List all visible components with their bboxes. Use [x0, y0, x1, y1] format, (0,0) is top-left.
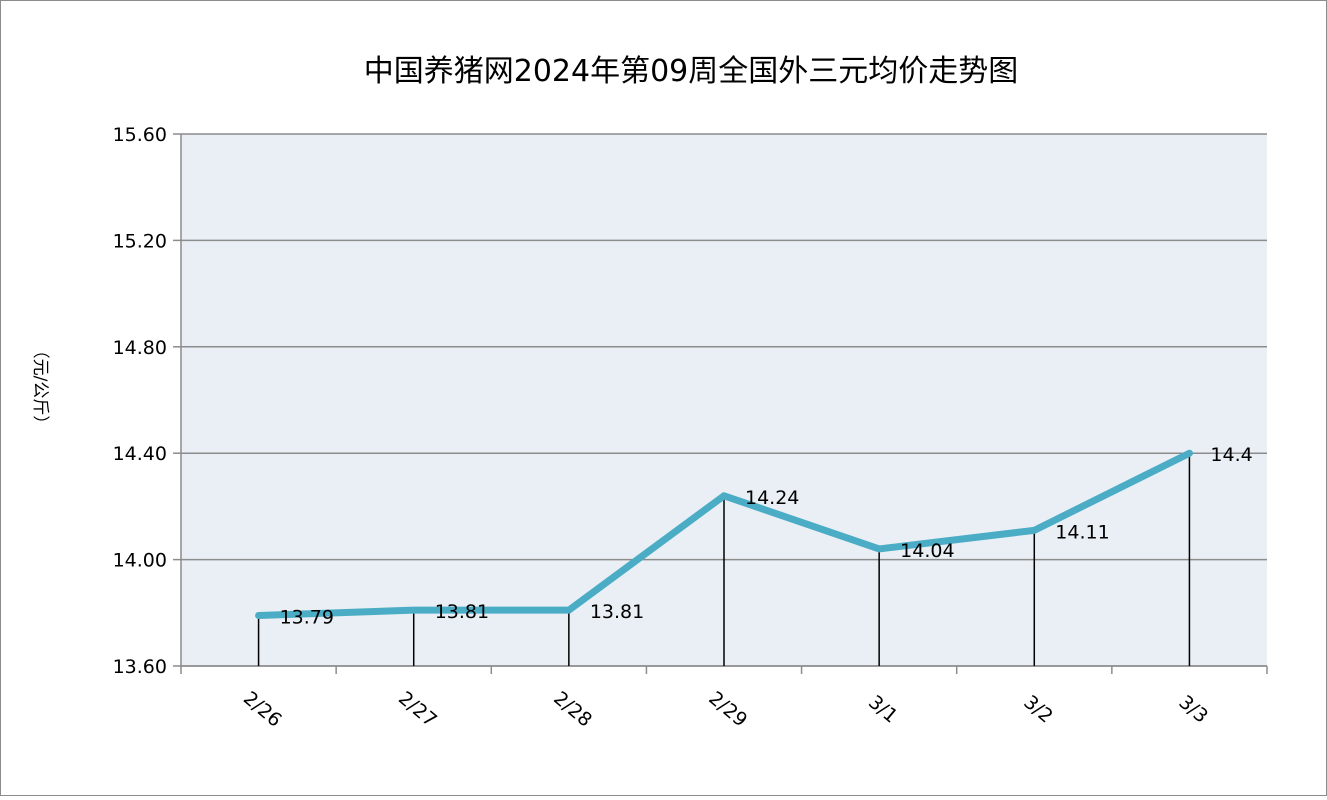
- x-tick-label: 2/29: [704, 687, 751, 731]
- data-point: [255, 612, 262, 619]
- data-point: [876, 545, 883, 552]
- data-point: [565, 607, 572, 614]
- data-label: 13.81: [590, 601, 644, 623]
- y-tick-label: 15.60: [113, 124, 167, 146]
- y-tick-label: 13.60: [113, 656, 167, 678]
- chart-title: 中国养猪网2024年第09周全国外三元均价走势图: [364, 54, 1019, 89]
- x-tick-label: 2/26: [239, 687, 286, 731]
- y-tick-label: 15.20: [113, 230, 167, 252]
- data-label: 14.11: [1055, 521, 1109, 543]
- x-tick-label: 2/28: [549, 687, 596, 731]
- y-tick-label: 14.80: [113, 337, 167, 359]
- data-point: [410, 607, 417, 614]
- y-tick-label: 14.40: [113, 443, 167, 465]
- y-axis-label: （元/公斤）: [30, 342, 50, 433]
- data-label: 14.4: [1210, 444, 1252, 466]
- data-point: [721, 492, 727, 499]
- x-tick-label: 2/27: [394, 687, 441, 731]
- data-label: 14.24: [745, 487, 799, 509]
- data-point: [1031, 527, 1038, 534]
- x-tick-label: 3/1: [864, 691, 902, 728]
- plot-area: 13.60 14.00 14.40 14.80 15.20 15.60 2/26 2/27 2/…: [113, 124, 1268, 732]
- y-tick-label: 14.00: [113, 550, 167, 572]
- x-tick-label: 3/2: [1019, 691, 1057, 728]
- data-label: 13.81: [435, 601, 489, 623]
- data-point: [1186, 450, 1193, 457]
- x-tick-label: 3/3: [1175, 691, 1213, 728]
- data-label: 14.04: [900, 540, 954, 562]
- data-label: 13.79: [280, 606, 334, 628]
